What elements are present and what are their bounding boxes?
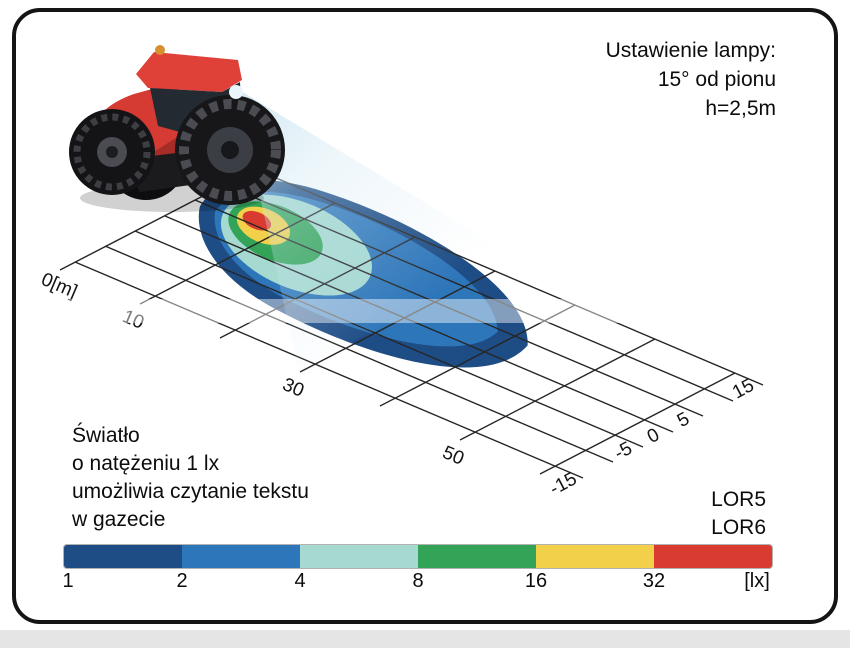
note-line1: Światło bbox=[72, 424, 140, 447]
colorbar-tick-2: 2 bbox=[176, 570, 188, 592]
lamp-setup-line1: Ustawienie lampy: bbox=[605, 39, 776, 62]
colorbar-segment-1-2lx bbox=[64, 545, 182, 568]
lamp-model-lor5: LOR5 bbox=[711, 488, 766, 511]
tractor-front-wheel-cap bbox=[106, 146, 118, 158]
colorbar-tick-4: 4 bbox=[294, 570, 306, 592]
note-line4: w gazecie bbox=[72, 508, 166, 531]
light-beam bbox=[236, 88, 520, 368]
lux-colorbar bbox=[63, 544, 773, 569]
colorbar-unit-label: [lx] bbox=[744, 570, 770, 592]
colorbar-tick-32: 32 bbox=[642, 570, 666, 592]
lateral-label-5: 5 bbox=[674, 408, 693, 432]
distance-label-10m: 10 bbox=[119, 306, 147, 334]
colorbar-tick-8: 8 bbox=[412, 570, 424, 592]
tractor bbox=[69, 45, 285, 212]
lateral-label-15: 15 bbox=[729, 375, 758, 403]
grid-line bbox=[104, 245, 614, 463]
tractor-front-wheel-tread bbox=[73, 113, 151, 191]
grid-line bbox=[459, 338, 656, 441]
colorbar-segment-4-8lx bbox=[300, 545, 418, 568]
distance-label-30m: 30 bbox=[279, 374, 307, 402]
lateral-label-minus15: -15 bbox=[546, 468, 580, 499]
colorbar-tick-16: 16 bbox=[524, 570, 548, 592]
lateral-label-0: 0 bbox=[644, 424, 663, 448]
reading-light-note: Światło o natężeniu 1 lx umożliwia czyta… bbox=[72, 422, 309, 534]
tractor-rear-wheel-cap bbox=[221, 141, 239, 159]
work-lamp bbox=[229, 85, 243, 99]
lamp-models: LOR5 LOR6 bbox=[711, 486, 766, 542]
note-line3: umożliwia czytanie tekstu bbox=[72, 480, 309, 503]
lamp-setup-text: Ustawienie lampy: 15° od pionu h=2,5m bbox=[606, 36, 776, 123]
grid-line bbox=[164, 215, 674, 433]
grid-line bbox=[134, 230, 644, 448]
grid-line bbox=[74, 261, 584, 479]
note-line2: o natężeniu 1 lx bbox=[72, 452, 220, 475]
distance-label-0m: 0[m] bbox=[38, 269, 80, 303]
contour-32lx bbox=[242, 210, 272, 231]
tractor-rear-wheel-tread bbox=[179, 99, 281, 201]
colorbar-tick-1: 1 bbox=[62, 570, 74, 592]
lamp-setup-line2: 15° od pionu bbox=[657, 68, 776, 91]
distance-label-50m: 50 bbox=[439, 442, 467, 470]
page-background-strip bbox=[0, 630, 850, 648]
tractor-beacon-light bbox=[155, 45, 165, 55]
tractor-roof bbox=[136, 52, 242, 92]
colorbar-segment-2-4lx bbox=[182, 545, 300, 568]
lamp-model-lor6: LOR6 bbox=[711, 516, 766, 539]
colorbar-segment-8-16lx bbox=[418, 545, 536, 568]
colorbar-segment-16-32lx bbox=[536, 545, 654, 568]
lamp-setup-line3: h=2,5m bbox=[705, 97, 776, 120]
grid-line bbox=[539, 372, 736, 475]
grid-line bbox=[379, 304, 576, 407]
colorbar-segment-over32lx bbox=[654, 545, 772, 568]
